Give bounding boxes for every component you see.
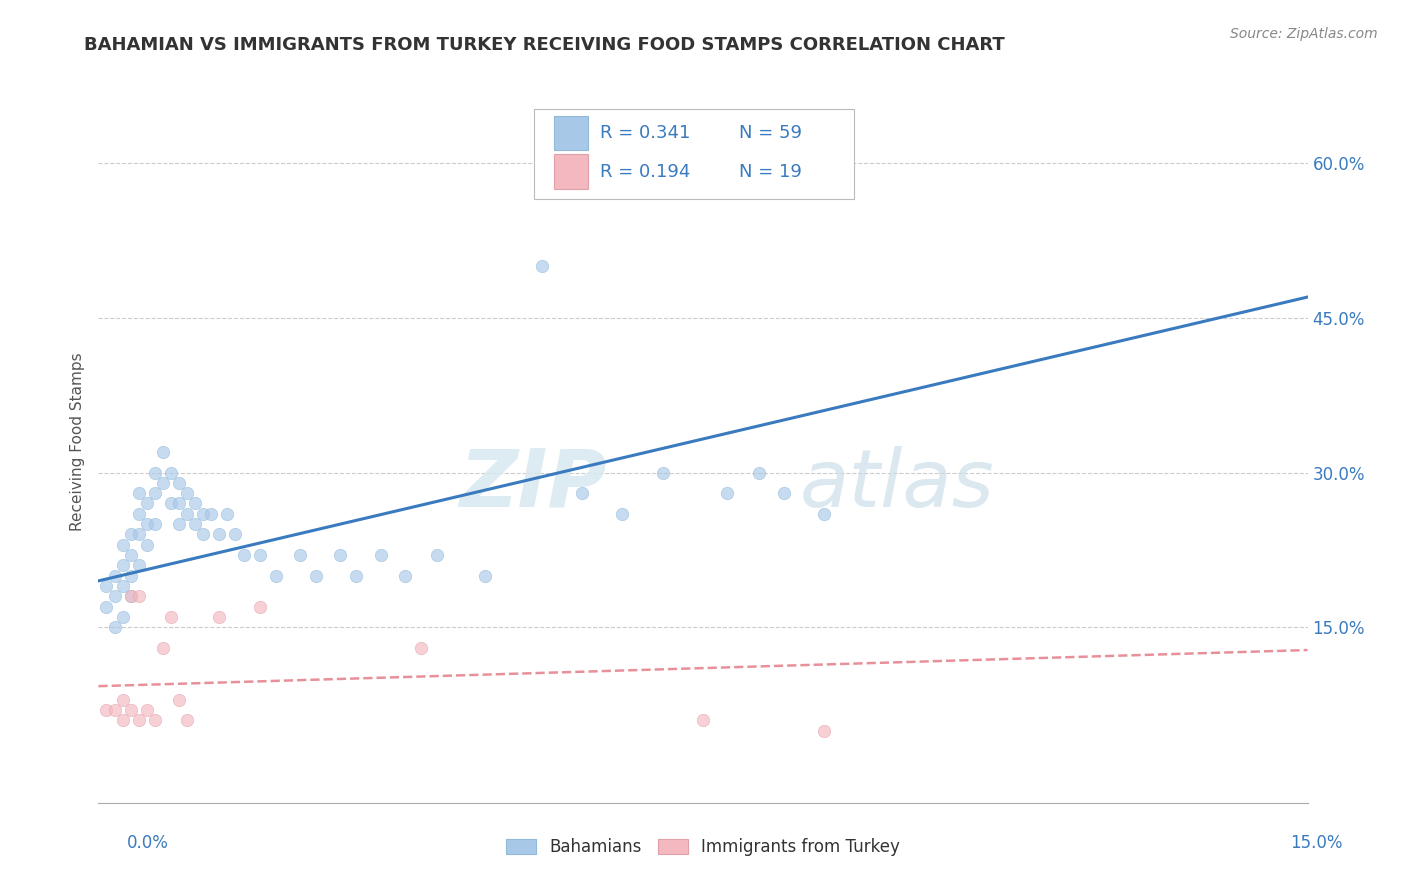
Point bbox=[193, 527, 215, 541]
Point bbox=[167, 692, 190, 706]
Point bbox=[184, 517, 207, 532]
Point bbox=[394, 568, 416, 582]
Point bbox=[716, 486, 738, 500]
Point bbox=[103, 568, 125, 582]
Y-axis label: Receiving Food Stamps: Receiving Food Stamps bbox=[69, 352, 84, 531]
Point bbox=[135, 517, 157, 532]
Point bbox=[120, 590, 142, 604]
Point bbox=[329, 548, 352, 562]
Point bbox=[128, 590, 150, 604]
Text: R = 0.341: R = 0.341 bbox=[600, 124, 690, 142]
Point bbox=[176, 713, 198, 727]
Point bbox=[160, 610, 183, 624]
Point bbox=[344, 568, 367, 582]
Point bbox=[217, 507, 239, 521]
Point bbox=[474, 568, 496, 582]
Point bbox=[135, 538, 157, 552]
Point bbox=[120, 568, 142, 582]
Point bbox=[128, 713, 150, 727]
Point bbox=[128, 527, 150, 541]
Point bbox=[160, 466, 183, 480]
Point bbox=[103, 703, 125, 717]
Point bbox=[208, 610, 231, 624]
Point bbox=[128, 507, 150, 521]
Point bbox=[305, 568, 328, 582]
FancyBboxPatch shape bbox=[534, 109, 855, 200]
Point bbox=[160, 496, 183, 510]
Point bbox=[135, 703, 157, 717]
Point bbox=[120, 527, 142, 541]
Point bbox=[143, 466, 166, 480]
Point bbox=[692, 713, 714, 727]
Point bbox=[176, 486, 198, 500]
Point bbox=[111, 713, 134, 727]
Text: N = 19: N = 19 bbox=[740, 163, 803, 181]
Point bbox=[813, 507, 835, 521]
Point bbox=[103, 590, 125, 604]
Point bbox=[167, 475, 190, 490]
Point bbox=[249, 548, 271, 562]
Point bbox=[264, 568, 287, 582]
Text: R = 0.194: R = 0.194 bbox=[600, 163, 690, 181]
Point bbox=[120, 548, 142, 562]
Bar bbox=[554, 154, 588, 189]
Point bbox=[152, 640, 174, 655]
Point bbox=[748, 466, 770, 480]
Point bbox=[152, 475, 174, 490]
Point bbox=[184, 496, 207, 510]
Point bbox=[813, 723, 835, 738]
Text: Source: ZipAtlas.com: Source: ZipAtlas.com bbox=[1230, 27, 1378, 41]
Point bbox=[651, 466, 673, 480]
Point bbox=[111, 610, 134, 624]
Point bbox=[120, 590, 142, 604]
Point bbox=[232, 548, 254, 562]
Text: BAHAMIAN VS IMMIGRANTS FROM TURKEY RECEIVING FOOD STAMPS CORRELATION CHART: BAHAMIAN VS IMMIGRANTS FROM TURKEY RECEI… bbox=[84, 36, 1005, 54]
Point bbox=[135, 496, 157, 510]
Point bbox=[176, 507, 198, 521]
Text: ZIP: ZIP bbox=[458, 446, 606, 524]
Point bbox=[530, 259, 553, 273]
Point bbox=[96, 579, 118, 593]
Point bbox=[143, 517, 166, 532]
Point bbox=[571, 486, 593, 500]
Point bbox=[167, 517, 190, 532]
Point bbox=[120, 703, 142, 717]
Legend: Bahamians, Immigrants from Turkey: Bahamians, Immigrants from Turkey bbox=[499, 831, 907, 863]
Point bbox=[128, 486, 150, 500]
Point bbox=[612, 507, 634, 521]
Point bbox=[143, 713, 166, 727]
Point bbox=[409, 640, 432, 655]
Point bbox=[111, 558, 134, 573]
Point bbox=[96, 703, 118, 717]
Text: 0.0%: 0.0% bbox=[127, 834, 169, 852]
Point bbox=[111, 692, 134, 706]
Bar bbox=[554, 116, 588, 151]
Point bbox=[200, 507, 222, 521]
Point bbox=[426, 548, 449, 562]
Text: N = 59: N = 59 bbox=[740, 124, 803, 142]
Point bbox=[288, 548, 311, 562]
Point bbox=[193, 507, 215, 521]
Point bbox=[152, 445, 174, 459]
Point bbox=[111, 579, 134, 593]
Text: 15.0%: 15.0% bbox=[1291, 834, 1343, 852]
Point bbox=[128, 558, 150, 573]
Point bbox=[103, 620, 125, 634]
Text: atlas: atlas bbox=[800, 446, 994, 524]
Point bbox=[167, 496, 190, 510]
Point bbox=[249, 599, 271, 614]
Point bbox=[143, 486, 166, 500]
Point bbox=[208, 527, 231, 541]
Point bbox=[224, 527, 246, 541]
Point bbox=[772, 486, 794, 500]
Point bbox=[111, 538, 134, 552]
Point bbox=[96, 599, 118, 614]
Point bbox=[370, 548, 392, 562]
